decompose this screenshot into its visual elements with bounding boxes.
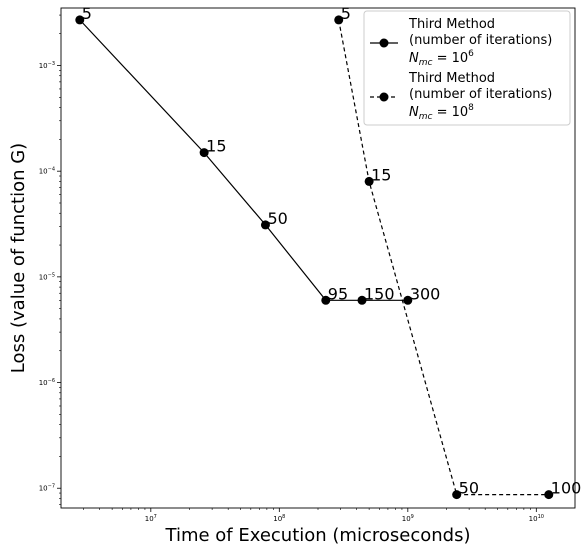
legend-entry-2: Third Method (number of iterations) Nmc … bbox=[370, 71, 552, 122]
y-tick-label: 10−7 bbox=[39, 484, 55, 493]
legend-marker bbox=[379, 92, 389, 102]
legend-title: Third Method bbox=[408, 71, 495, 86]
data-point bbox=[321, 295, 331, 305]
point-label: 95 bbox=[328, 284, 348, 303]
y-tick-label: 10−3 bbox=[39, 61, 55, 70]
data-point bbox=[260, 220, 270, 230]
series-layer bbox=[75, 15, 554, 500]
data-point bbox=[403, 295, 413, 305]
point-label: 15 bbox=[371, 165, 391, 184]
point-label: 5 bbox=[341, 4, 351, 23]
point-label: 100 bbox=[551, 479, 582, 498]
legend: Third Method (number of iterations) Nmc … bbox=[363, 10, 571, 126]
legend-marker bbox=[379, 38, 389, 48]
data-point bbox=[357, 295, 367, 305]
axis-ticks: 107 108 109 1010 10−3 10−4 10−5 10−6 10−7 bbox=[39, 14, 544, 523]
x-axis-label: Time of Execution (microseconds) bbox=[165, 525, 471, 546]
y-tick-label: 10−5 bbox=[39, 272, 55, 281]
data-point bbox=[364, 176, 374, 186]
point-label: 150 bbox=[364, 284, 395, 303]
legend-nmc: Nmc = 106 bbox=[409, 49, 474, 68]
data-point bbox=[199, 148, 209, 158]
data-point bbox=[452, 490, 462, 500]
legend-subtitle: (number of iterations) bbox=[409, 33, 552, 48]
x-tick-label: 107 bbox=[145, 514, 157, 523]
x-tick-label: 1010 bbox=[529, 514, 544, 523]
x-tick-label: 108 bbox=[273, 514, 285, 523]
point-label: 15 bbox=[206, 137, 226, 156]
point-label: 300 bbox=[410, 284, 441, 303]
data-point bbox=[334, 15, 344, 25]
data-point bbox=[544, 490, 554, 500]
data-point bbox=[75, 15, 85, 25]
legend-nmc: Nmc = 108 bbox=[409, 103, 474, 122]
point-label: 50 bbox=[459, 479, 479, 498]
point-label: 50 bbox=[267, 209, 287, 228]
y-axis-label: Loss (value of function G) bbox=[8, 143, 29, 373]
series-line-2 bbox=[338, 19, 549, 496]
point-labels: 5 15 50 95 150 300 5 15 50 100 bbox=[82, 4, 582, 498]
y-tick-label: 10−6 bbox=[39, 378, 55, 387]
legend-subtitle: (number of iterations) bbox=[409, 87, 552, 102]
x-tick-label: 109 bbox=[402, 514, 414, 523]
legend-entry-1: Third Method (number of iterations) Nmc … bbox=[370, 17, 552, 68]
point-label: 5 bbox=[82, 4, 92, 23]
y-tick-label: 10−4 bbox=[39, 167, 55, 176]
series-line-1 bbox=[79, 19, 408, 301]
legend-box bbox=[363, 10, 571, 126]
legend-title: Third Method bbox=[408, 17, 495, 32]
